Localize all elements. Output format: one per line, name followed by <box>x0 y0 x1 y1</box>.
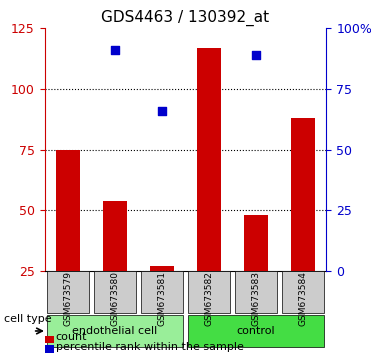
Text: GSM673583: GSM673583 <box>252 271 260 326</box>
Point <box>300 8 306 14</box>
Text: cell type: cell type <box>4 314 51 324</box>
Bar <box>291 118 315 271</box>
Point <box>206 0 212 5</box>
Text: count: count <box>56 332 87 342</box>
FancyBboxPatch shape <box>188 271 230 313</box>
Point <box>159 108 165 114</box>
Bar <box>56 150 80 271</box>
Text: GSM673584: GSM673584 <box>299 271 308 326</box>
Text: control: control <box>237 326 275 336</box>
Point <box>112 47 118 53</box>
FancyBboxPatch shape <box>235 271 277 313</box>
Point <box>65 18 71 24</box>
Text: GSM673582: GSM673582 <box>204 271 213 326</box>
Text: percentile rank within the sample: percentile rank within the sample <box>56 342 243 352</box>
FancyBboxPatch shape <box>188 315 324 347</box>
FancyBboxPatch shape <box>47 271 89 313</box>
Title: GDS4463 / 130392_at: GDS4463 / 130392_at <box>101 9 270 25</box>
Bar <box>244 215 268 271</box>
Text: endothelial cell: endothelial cell <box>72 326 158 336</box>
FancyBboxPatch shape <box>282 271 324 313</box>
FancyBboxPatch shape <box>94 271 136 313</box>
Bar <box>103 201 127 271</box>
Text: GSM673581: GSM673581 <box>158 271 167 326</box>
Text: GSM673580: GSM673580 <box>111 271 119 326</box>
Bar <box>197 48 221 271</box>
FancyBboxPatch shape <box>47 315 183 347</box>
Bar <box>150 266 174 271</box>
Point <box>253 52 259 58</box>
FancyBboxPatch shape <box>141 271 183 313</box>
Text: GSM673579: GSM673579 <box>63 271 72 326</box>
